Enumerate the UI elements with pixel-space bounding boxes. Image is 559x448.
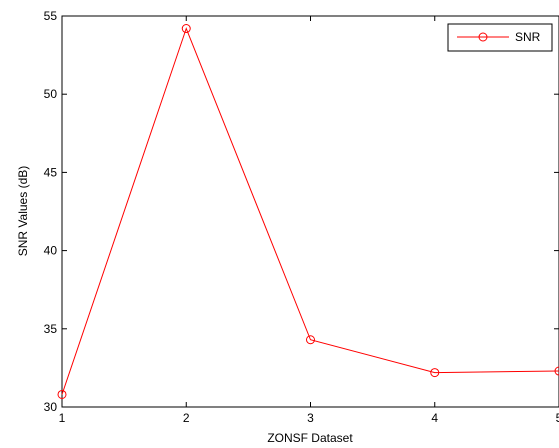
- x-tick-label: 3: [307, 411, 314, 425]
- x-tick-label: 1: [59, 411, 66, 425]
- x-ticks: 1 2 3 4 5: [59, 16, 559, 425]
- series-line: [61, 27, 559, 395]
- x-axis-title: ZONSF Dataset: [267, 431, 353, 445]
- data-point: [57, 389, 67, 399]
- data-point: [306, 335, 315, 345]
- y-axis-title: SNR Values (dB): [16, 166, 30, 256]
- y-tick-label: 50: [44, 87, 58, 101]
- x-tick-label: 4: [431, 411, 438, 425]
- y-tick-label: 55: [44, 9, 58, 23]
- legend: SNR: [447, 23, 553, 52]
- plot-area: [61, 15, 559, 408]
- data-point: [430, 368, 440, 378]
- y-tick-label: 35: [44, 322, 58, 336]
- x-tick-label: 5: [556, 411, 559, 425]
- x-tick-label: 2: [183, 411, 190, 425]
- y-ticks: 30 35 40 45 50 55: [44, 9, 559, 414]
- data-point: [554, 366, 559, 376]
- legend-marker: [478, 32, 488, 42]
- data-point: [181, 24, 191, 34]
- series-layer: [57, 24, 559, 399]
- legend-label: SNR: [515, 30, 541, 44]
- y-tick-label: 40: [44, 244, 58, 258]
- y-tick-label: 30: [44, 400, 58, 414]
- y-tick-label: 45: [44, 165, 58, 179]
